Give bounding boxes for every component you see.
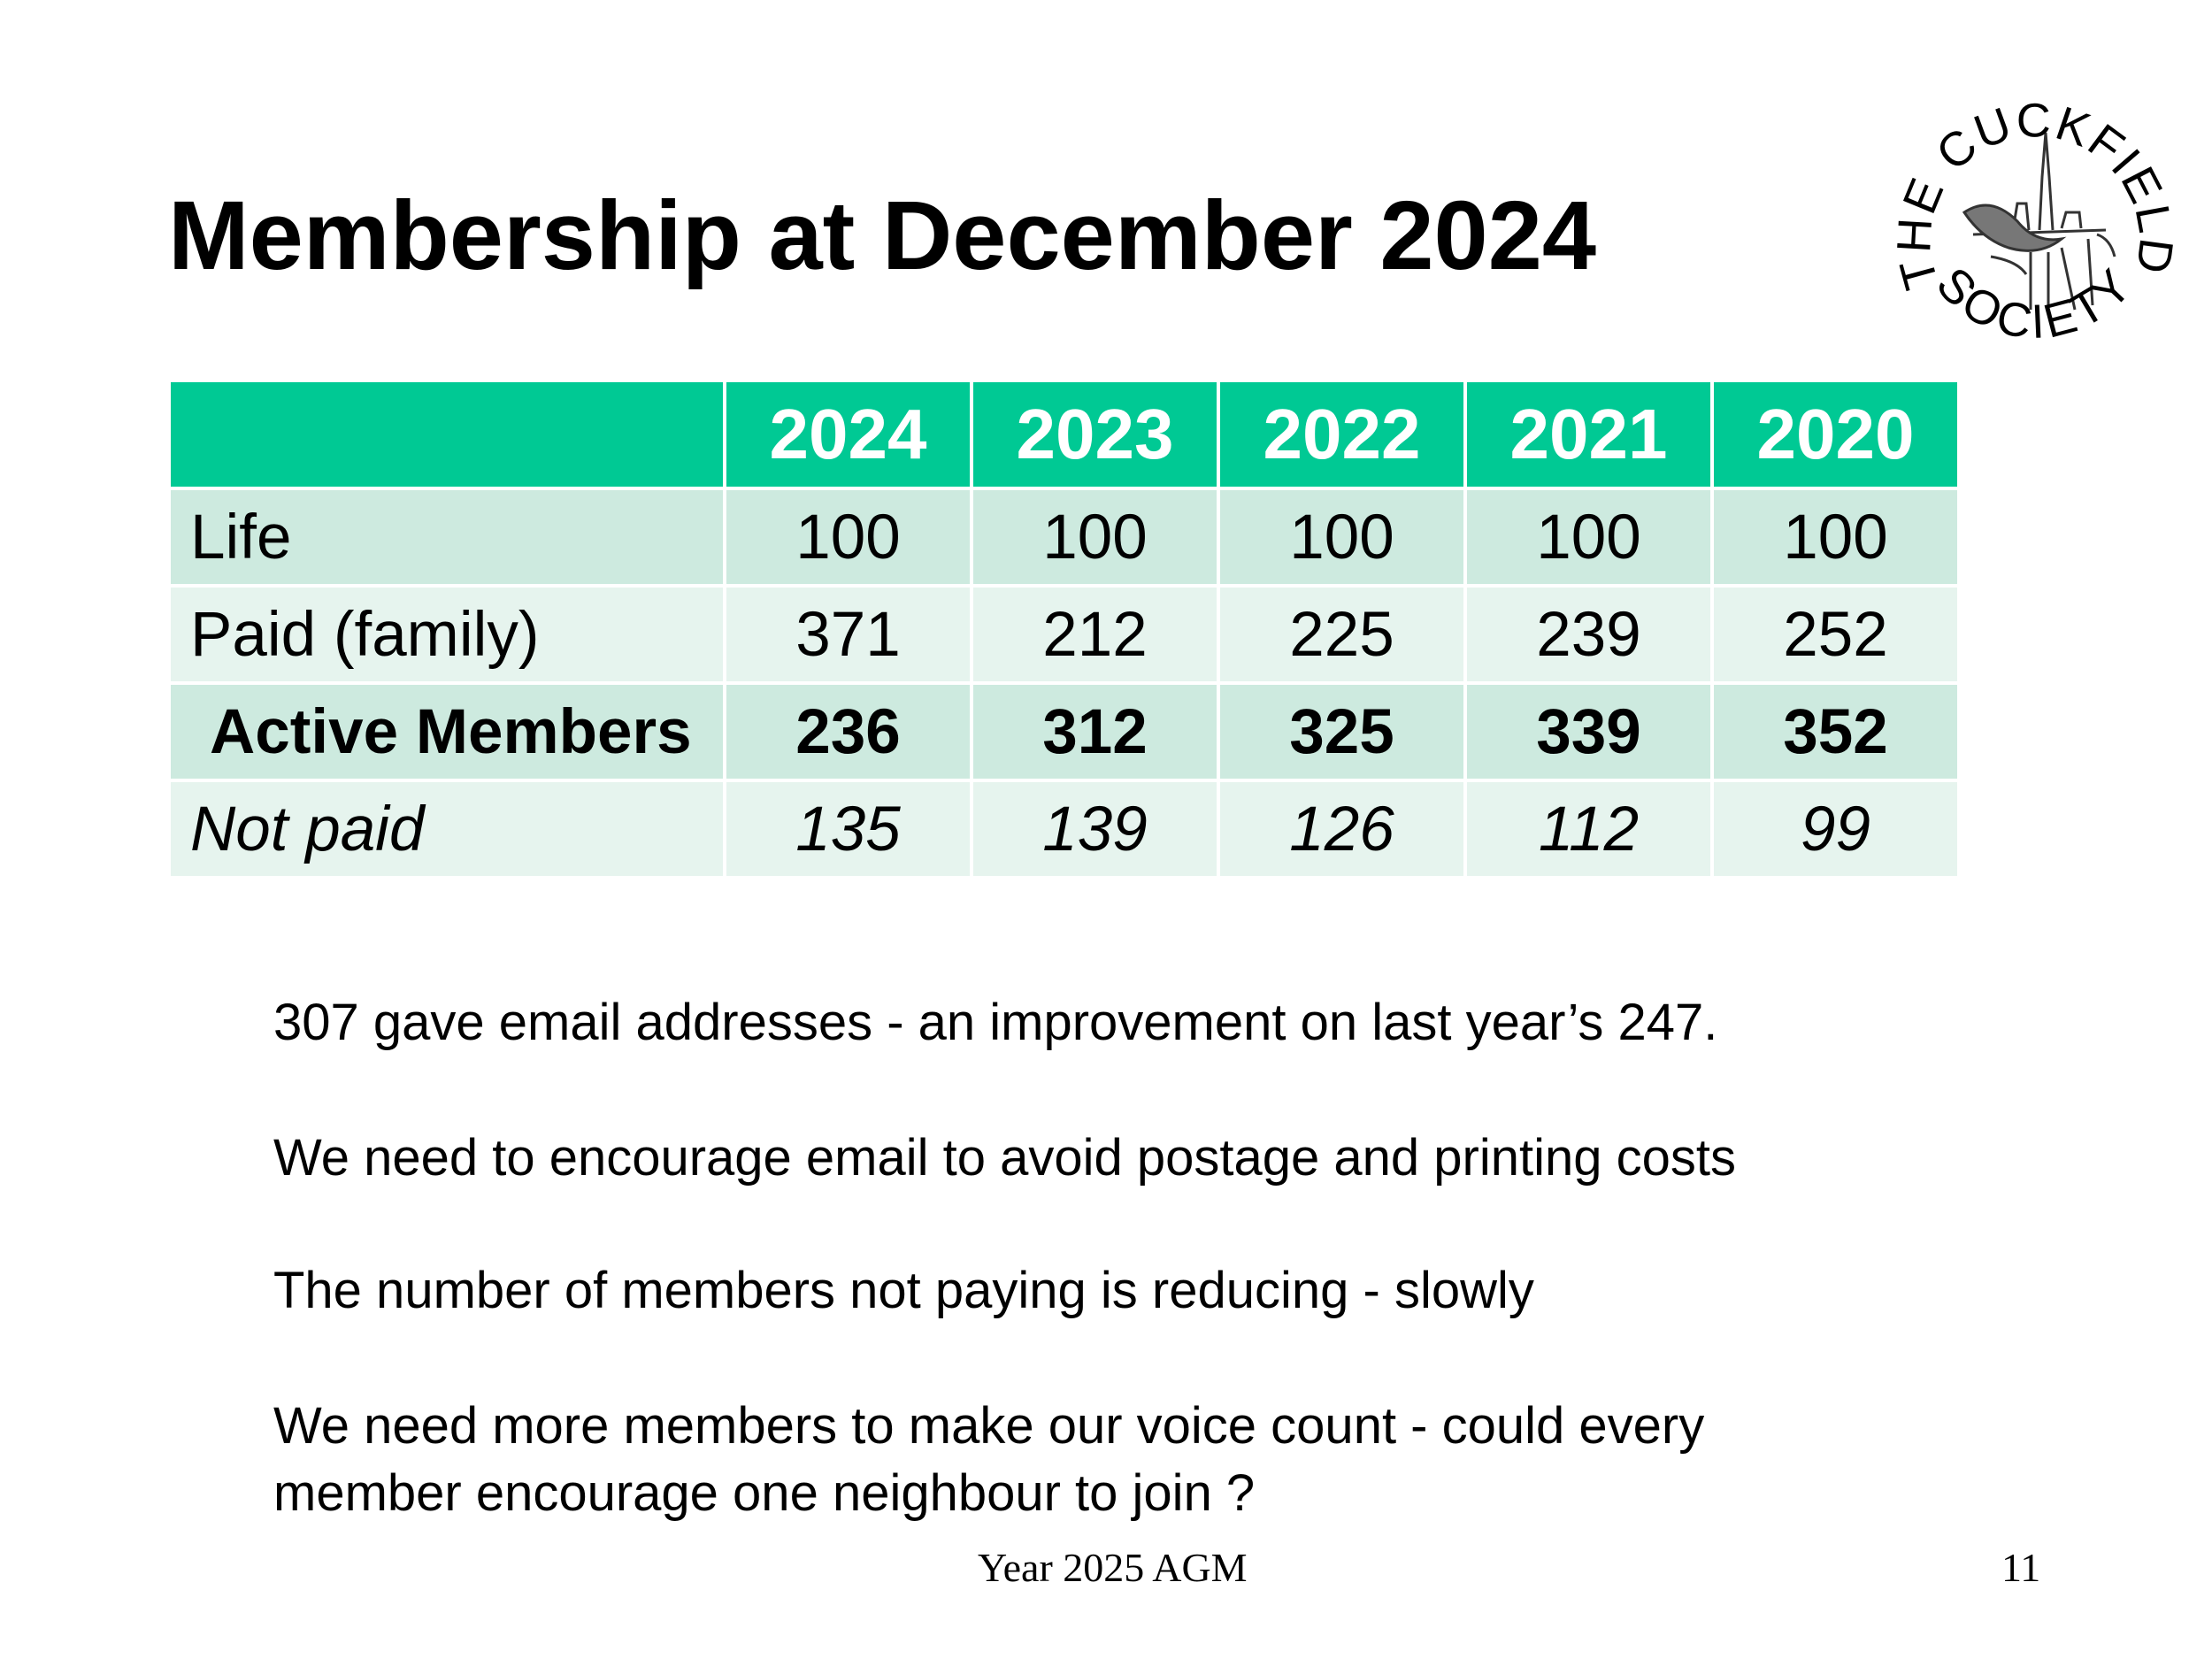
cell: 100 <box>726 490 970 584</box>
row-label: Active Members <box>171 685 723 779</box>
table-row: Paid (family) 371 212 225 239 252 <box>171 588 1957 681</box>
cell: 312 <box>973 685 1217 779</box>
note: The number of members not paying is redu… <box>273 1262 1534 1319</box>
cell: 252 <box>1714 588 1957 681</box>
cell: 212 <box>973 588 1217 681</box>
cell: 99 <box>1714 782 1957 876</box>
cell: 325 <box>1220 685 1463 779</box>
header-cell: 2020 <box>1714 382 1957 487</box>
header-cell: 2021 <box>1467 382 1710 487</box>
cell: 225 <box>1220 588 1463 681</box>
cell: 339 <box>1467 685 1710 779</box>
row-label: Paid (family) <box>171 588 723 681</box>
footer-center: Year 2025 AGM <box>978 1545 1248 1590</box>
cell: 239 <box>1467 588 1710 681</box>
header-cell: 2022 <box>1220 382 1463 487</box>
table-row: Life 100 100 100 100 100 <box>171 490 1957 584</box>
page-number: 11 <box>2001 1545 2041 1590</box>
cell: 100 <box>973 490 1217 584</box>
header-row: 2024 2023 2022 2021 2020 <box>171 382 1957 487</box>
slide-title: Membership at December 2024 <box>168 181 1597 290</box>
logo-illustration <box>1962 132 2116 311</box>
cell: 352 <box>1714 685 1957 779</box>
cell: 112 <box>1467 782 1710 876</box>
note: We need more members to make our voice c… <box>273 1397 1705 1522</box>
logo-text-top: THE CUCKFIELD <box>1887 94 2183 295</box>
row-label: Life <box>171 490 723 584</box>
cell: 371 <box>726 588 970 681</box>
header-cell: 2024 <box>726 382 970 487</box>
cell: 100 <box>1467 490 1710 584</box>
membership-table: 2024 2023 2022 2021 2020 Life 100 100 100 100 100… <box>167 379 1961 879</box>
cell: 100 <box>1220 490 1463 584</box>
row-label: Not paid <box>171 782 723 876</box>
table-row: Not paid 135 139 126 112 99 <box>171 782 1957 876</box>
cell: 236 <box>726 685 970 779</box>
cell: 139 <box>973 782 1217 876</box>
cell: 135 <box>726 782 970 876</box>
note: We need to encourage email to avoid post… <box>273 1129 1736 1187</box>
logo: THE CUCKFIELD SOCIETY <box>1887 94 2183 349</box>
table-row: Active Members 236 312 325 339 352 <box>171 685 1957 779</box>
cell: 126 <box>1220 782 1463 876</box>
note: 307 gave email addresses - an improvemen… <box>273 994 1718 1051</box>
table-body: Life 100 100 100 100 100 Paid (family) 371 212 22… <box>171 490 1957 876</box>
logo-top: THE CUCKFIELD <box>1887 94 2181 295</box>
header-cell <box>171 382 723 487</box>
logo-text-bottom: SOCIETY <box>1926 257 2144 349</box>
cell: 100 <box>1714 490 1957 584</box>
logo-bottom: SOCIETY <box>1926 257 2140 349</box>
header-cell: 2023 <box>973 382 1217 487</box>
